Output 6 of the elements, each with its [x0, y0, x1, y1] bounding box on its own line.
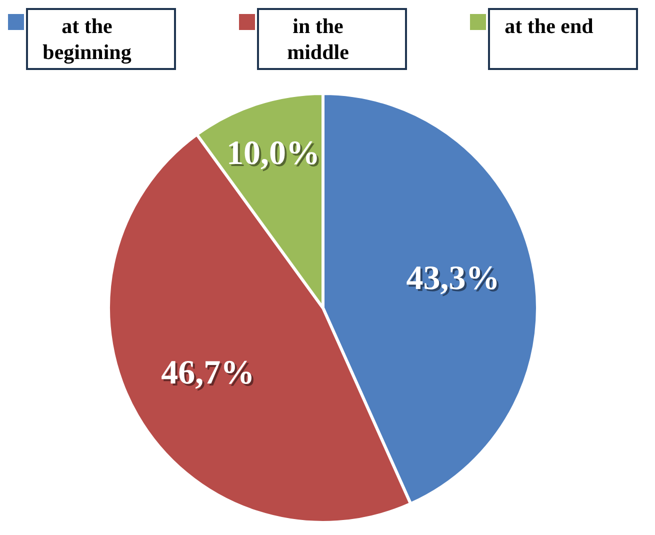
data-label: 46,7%	[163, 356, 257, 394]
legend-label: at the end	[504, 13, 594, 39]
legend-label: in the middle	[286, 13, 350, 65]
data-label: 10,0%	[228, 136, 322, 174]
legend-label: at the beginning	[42, 13, 132, 65]
data-label: 43,3%	[408, 262, 502, 299]
